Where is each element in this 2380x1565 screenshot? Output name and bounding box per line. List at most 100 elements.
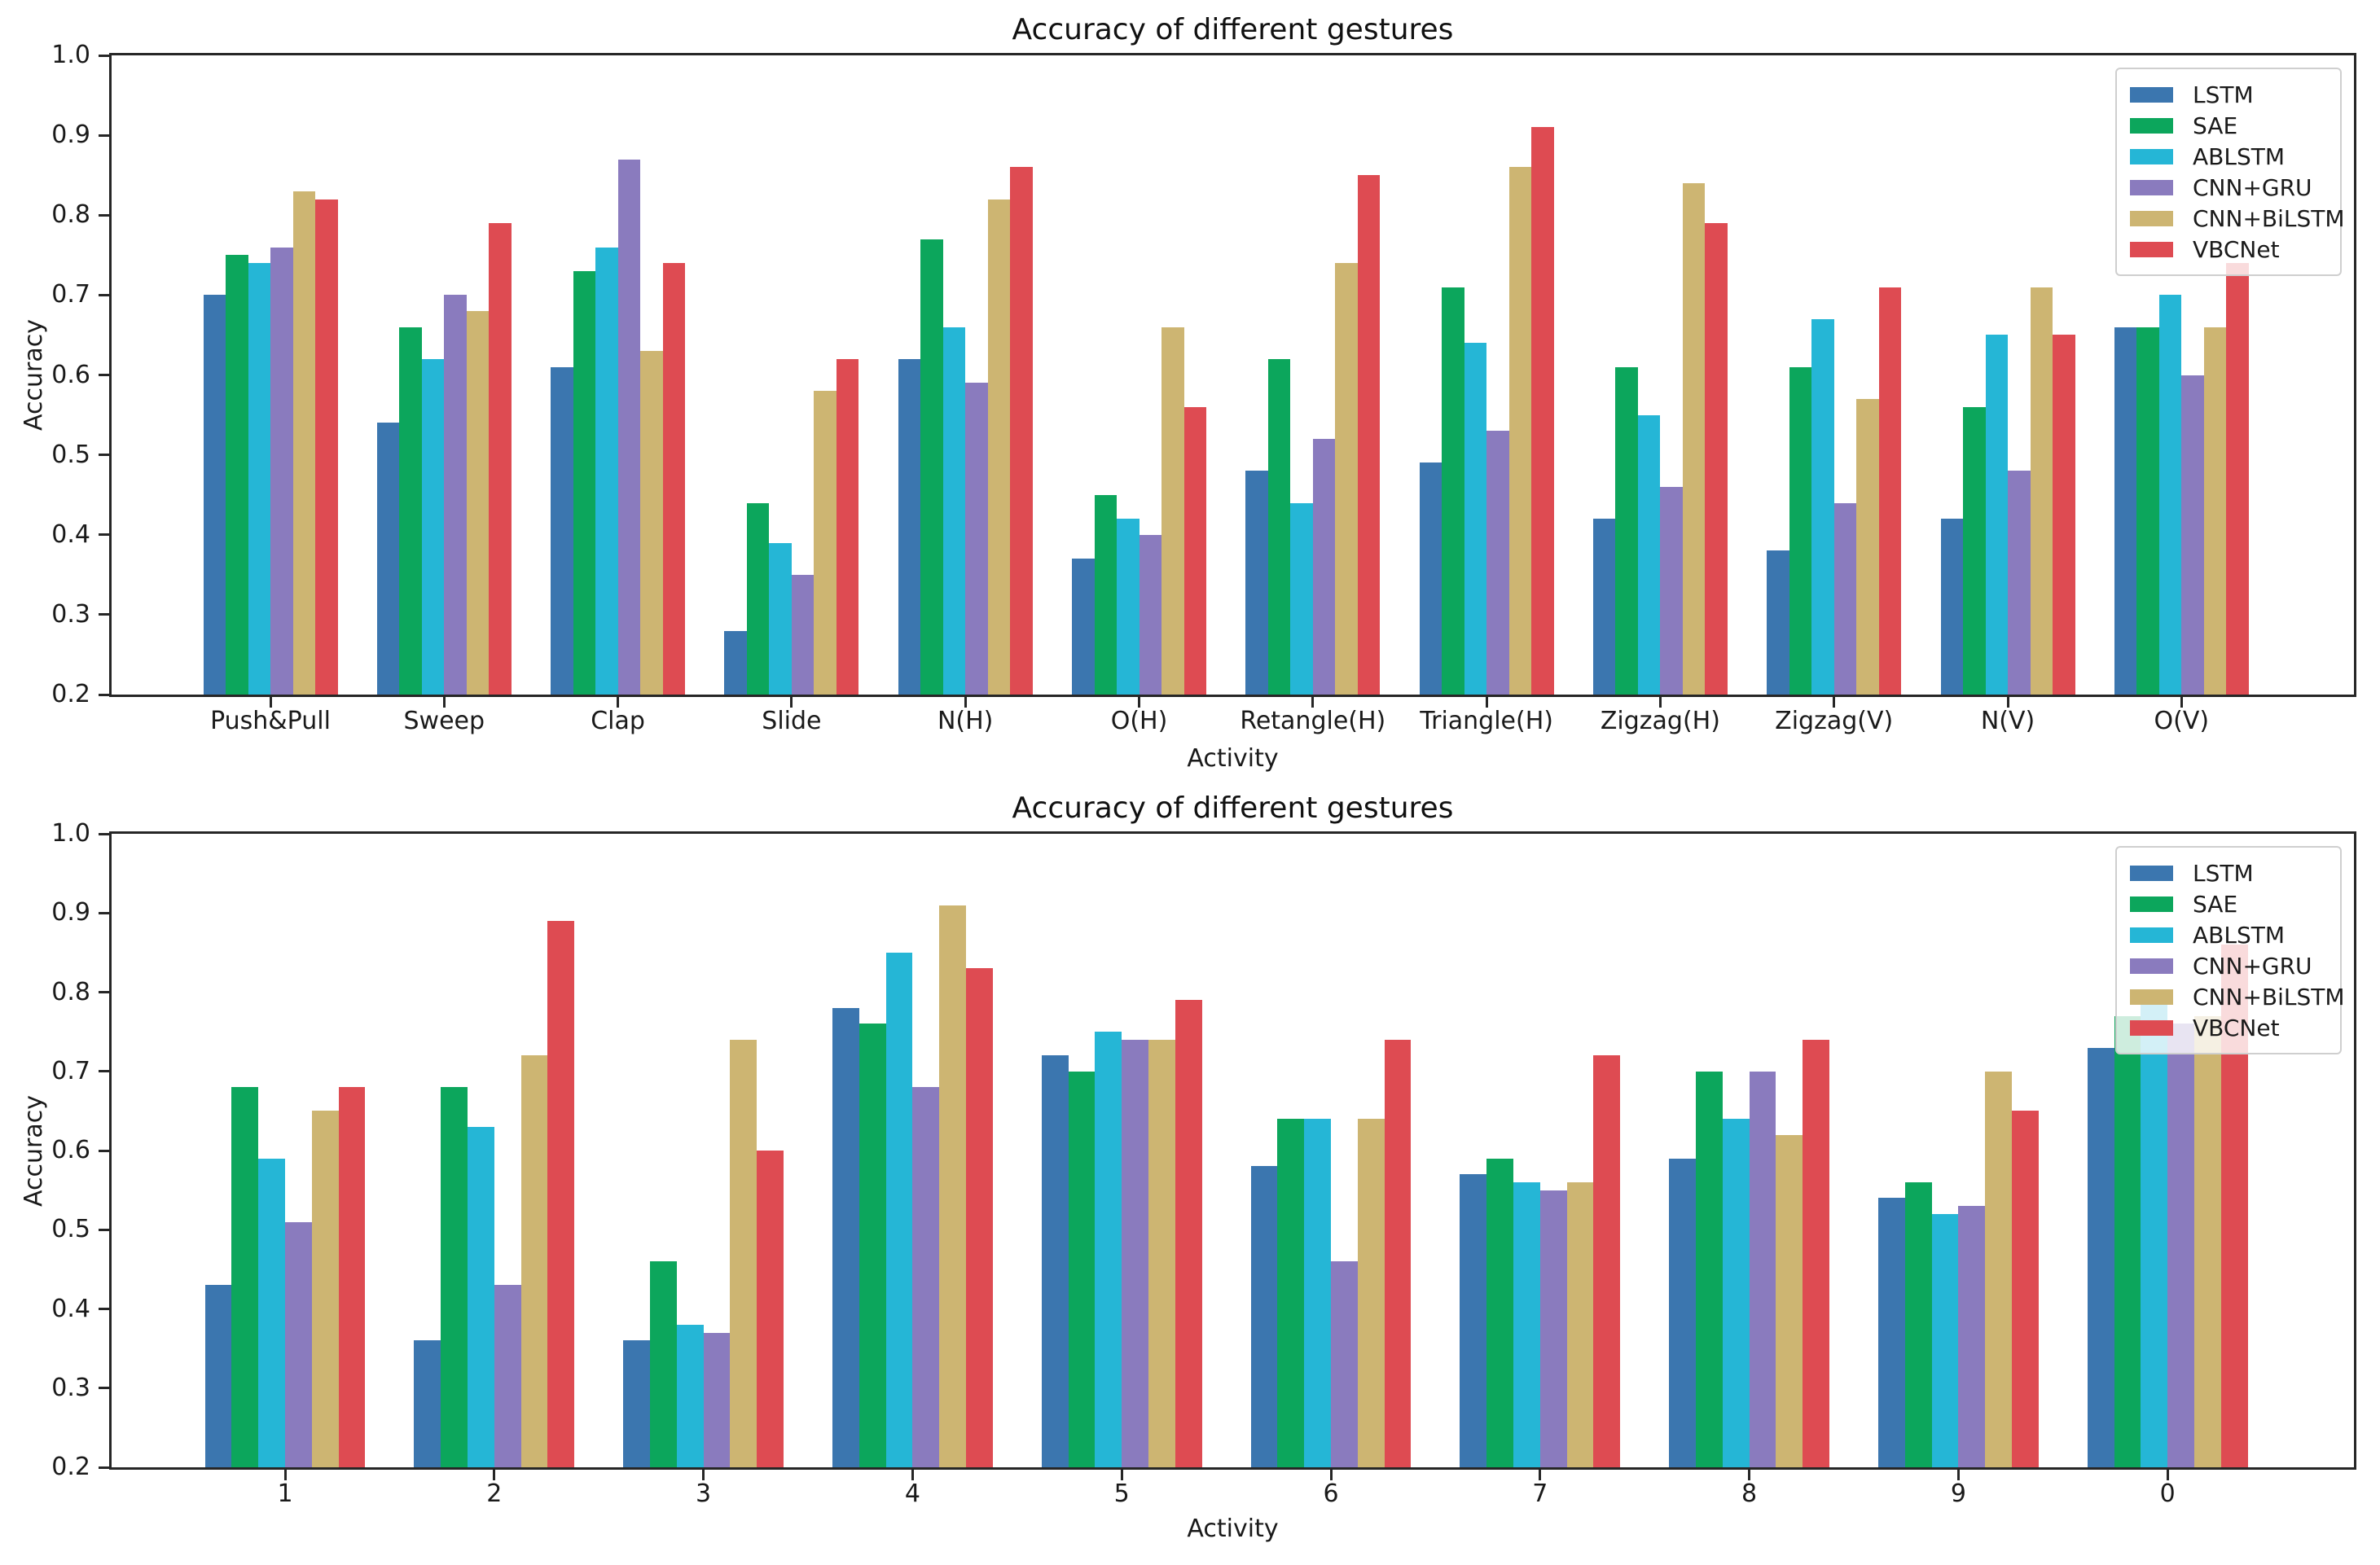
bar-CNN+BiLSTM-N(H)	[987, 199, 1011, 695]
bar-ABLSTM-Sweep	[421, 358, 445, 695]
x-tick-mark	[1956, 1470, 1960, 1480]
y-tick-label: 0.5	[51, 1215, 90, 1244]
bar-CNN+GRU-2	[494, 1285, 521, 1467]
bar-ABLSTM-Retangle(H)	[1290, 502, 1313, 695]
bar-VBCNet-Zigzag(V)	[1878, 287, 1902, 695]
bar-CNN+BiLSTM-6	[1357, 1119, 1385, 1467]
bar-ABLSTM-N(H)	[942, 327, 966, 695]
legend-entry-CNN+GRU: CNN+GRU	[2130, 950, 2332, 981]
bar-VBCNet-9	[2012, 1111, 2039, 1467]
bar-LSTM-8	[1669, 1158, 1696, 1467]
x-tick-label: Triangle(H)	[1420, 707, 1553, 735]
bar-SAE-N(V)	[1963, 406, 1986, 695]
x-tick-mark	[1833, 697, 1836, 708]
bar-CNN+GRU-7	[1539, 1190, 1567, 1467]
bar-CNN+BiLSTM-Clap	[640, 351, 663, 695]
bar-CNN+GRU-Retangle(H)	[1312, 439, 1336, 695]
x-tick-label: Push&Pull	[210, 707, 331, 735]
bar-LSTM-1	[204, 1285, 232, 1467]
bar-ABLSTM-Triangle(H)	[1464, 343, 1487, 695]
x-tick-label: O(H)	[1110, 707, 1168, 735]
bar-SAE-6	[1277, 1119, 1305, 1467]
bar-SAE-Clap	[573, 270, 596, 695]
y-tick-label: 0.9	[51, 898, 90, 927]
legend-swatch-icon	[2130, 989, 2173, 1005]
x-tick-mark	[790, 697, 793, 708]
bar-CNN+GRU-O(H)	[1139, 534, 1161, 695]
bar-CNN+BiLSTM-Zigzag(H)	[1682, 183, 1706, 695]
bar-CNN+GRU-N(V)	[2008, 471, 2031, 695]
bar-SAE-Sweep	[399, 327, 422, 695]
bar-VBCNet-2	[547, 920, 575, 1467]
legend-entry-CNN+GRU: CNN+GRU	[2130, 172, 2332, 203]
x-tick-mark	[493, 1470, 496, 1480]
x-tick-label: Slide	[762, 707, 822, 735]
bar-LSTM-Push&Pull	[203, 295, 226, 695]
legend-swatch-icon	[2130, 117, 2173, 134]
x-tick-mark	[1485, 697, 1488, 708]
bar-ABLSTM-9	[1931, 1213, 1959, 1467]
bar-SAE-N(H)	[920, 239, 943, 695]
bar-CNN+BiLSTM-9	[1985, 1071, 2012, 1467]
bar-CNN+BiLSTM-Slide	[814, 391, 837, 695]
x-tick-label: Clap	[591, 707, 645, 735]
axis-spine-top	[112, 831, 2354, 834]
legend-label: ABLSTM	[2193, 142, 2285, 170]
bar-LSTM-7	[1460, 1174, 1487, 1467]
bar-SAE-7	[1486, 1158, 1513, 1467]
legend-entry-ABLSTM: ABLSTM	[2130, 141, 2332, 172]
bar-ABLSTM-2	[468, 1126, 494, 1467]
x-tick-mark	[964, 697, 967, 708]
y-tick-label: 0.2	[51, 680, 90, 708]
x-tick-mark	[283, 1470, 287, 1480]
x-tick-label: 6	[1323, 1480, 1339, 1508]
axis-spine-right	[2354, 831, 2356, 1470]
y-tick-label: 0.6	[51, 1136, 90, 1164]
y-tick-label: 0.6	[51, 360, 90, 389]
bar-SAE-2	[441, 1087, 468, 1467]
legend-swatch-icon	[2130, 86, 2173, 103]
bar-CNN+GRU-Push&Pull	[270, 247, 293, 695]
y-tick-mark	[99, 374, 109, 376]
bar-ABLSTM-N(V)	[1985, 335, 2008, 695]
axis-spine-bottom	[112, 695, 2354, 697]
x-axis-label: Activity	[1187, 744, 1279, 773]
legend-swatch-icon	[2130, 148, 2173, 164]
y-tick-mark	[99, 991, 109, 993]
bar-ABLSTM-0	[2141, 992, 2168, 1467]
bar-SAE-Slide	[746, 502, 770, 695]
legend-swatch-icon	[2130, 179, 2173, 195]
y-axis-label-wrap: Accuracy	[5, 834, 62, 1467]
y-tick-mark	[99, 1308, 109, 1310]
x-tick-mark	[1658, 697, 1662, 708]
bar-VBCNet-Sweep	[489, 223, 512, 695]
y-tick-mark	[99, 613, 109, 616]
bar-CNN+BiLSTM-O(V)	[2203, 327, 2227, 695]
bar-VBCNet-Retangle(H)	[1357, 175, 1381, 695]
legend-entry-LSTM: LSTM	[2130, 857, 2332, 888]
y-tick-mark	[99, 533, 109, 537]
x-tick-label: 9	[1950, 1480, 1966, 1508]
bar-ABLSTM-3	[676, 1324, 704, 1467]
y-tick-mark	[99, 693, 109, 696]
legend-swatch-icon	[2130, 241, 2173, 257]
bar-CNN+GRU-Zigzag(V)	[1833, 502, 1857, 695]
chart-1-title: Accuracy of different gestures	[1012, 13, 1454, 46]
bar-SAE-3	[650, 1261, 677, 1467]
y-tick-label: 0.4	[51, 519, 90, 549]
x-tick-label: 1	[277, 1480, 293, 1508]
bar-SAE-Push&Pull	[226, 255, 248, 695]
y-tick-label: 0.8	[51, 200, 90, 230]
bar-CNN+GRU-4	[912, 1087, 940, 1467]
legend-swatch-icon	[2130, 210, 2173, 226]
bar-CNN+BiLSTM-5	[1148, 1039, 1175, 1467]
chart-2-title: Accuracy of different gestures	[1012, 791, 1454, 825]
bar-VBCNet-5	[1175, 1000, 1202, 1467]
bar-ABLSTM-6	[1304, 1119, 1331, 1467]
bar-LSTM-0	[2087, 1047, 2114, 1467]
x-tick-mark	[442, 697, 446, 708]
y-tick-mark	[99, 293, 109, 296]
bar-SAE-Zigzag(H)	[1615, 366, 1638, 695]
bar-VBCNet-N(H)	[1010, 167, 1033, 695]
x-tick-label: N(H)	[937, 707, 994, 735]
